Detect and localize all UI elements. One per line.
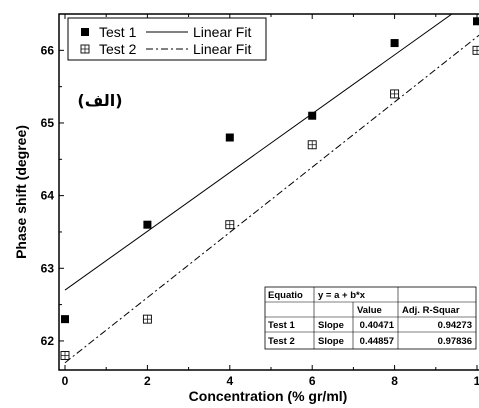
series-1-point xyxy=(61,315,69,324)
x-tick-label: 2 xyxy=(144,374,151,388)
x-tick-label: 4 xyxy=(226,374,233,388)
table-header-equation: Equatio xyxy=(268,290,303,301)
annotation-label: (الف) xyxy=(77,91,122,110)
legend-test1-marker xyxy=(81,28,89,36)
table-row1-param: Slope xyxy=(318,320,344,331)
legend: Test 1 Linear Fit Test 2 Linear Fit xyxy=(67,17,267,61)
table-row2-name: Test 2 xyxy=(268,336,295,347)
x-tick-label: 6 xyxy=(309,374,316,388)
table-col-adj-r2: Adj. R-Squar xyxy=(402,305,460,316)
legend-test2-label: Test 2 xyxy=(99,41,137,57)
x-tick-label: 1 xyxy=(474,374,479,388)
table-row2-r2: 0.97836 xyxy=(438,336,472,347)
table-row1-name: Test 1 xyxy=(268,320,295,331)
legend-test2-marker xyxy=(80,44,90,54)
series-2-point xyxy=(307,140,317,150)
fit-results-table: Equatio y = a + b*x Value Adj. R-Squar T… xyxy=(264,286,477,350)
series-2-point xyxy=(142,314,152,324)
series-1-point xyxy=(225,133,234,142)
table-row1-r2: 0.94273 xyxy=(438,320,472,331)
y-tick-label: 66 xyxy=(41,43,55,57)
table-col-value: Value xyxy=(357,305,382,316)
series-1-point xyxy=(473,17,479,26)
table-header-formula: y = a + b*x xyxy=(318,290,366,301)
x-axis-title: Concentration (% gr/ml) xyxy=(189,388,348,404)
legend-box xyxy=(67,17,267,61)
series-1-point xyxy=(390,39,399,48)
plot-frame xyxy=(58,13,479,371)
x-tick-label: 8 xyxy=(391,374,398,388)
legend-test1-fit-label: Linear Fit xyxy=(193,24,251,40)
series-2-point xyxy=(390,89,400,99)
series-1-point xyxy=(308,111,317,120)
y-tick-label: 62 xyxy=(41,334,55,348)
series-2-fit-line xyxy=(64,34,479,364)
x-tick-label: 0 xyxy=(62,374,69,388)
series-1-fit-line xyxy=(64,14,453,291)
legend-test2-fit-label: Linear Fit xyxy=(193,41,251,57)
y-axis-title: Phase shift (degree) xyxy=(13,125,29,259)
legend-test1-label: Test 1 xyxy=(99,24,137,40)
series-1-point xyxy=(143,220,152,229)
table-row2-param: Slope xyxy=(318,336,344,347)
y-tick-label: 64 xyxy=(41,189,55,203)
series-2-point xyxy=(472,45,479,55)
series-2-point xyxy=(60,351,70,360)
y-tick-label: 63 xyxy=(41,261,55,275)
series-2-point xyxy=(225,220,235,230)
y-tick-label: 65 xyxy=(41,116,55,130)
table-row2-value: 0.44857 xyxy=(360,336,394,347)
table-row1-value: 0.40471 xyxy=(360,320,395,331)
